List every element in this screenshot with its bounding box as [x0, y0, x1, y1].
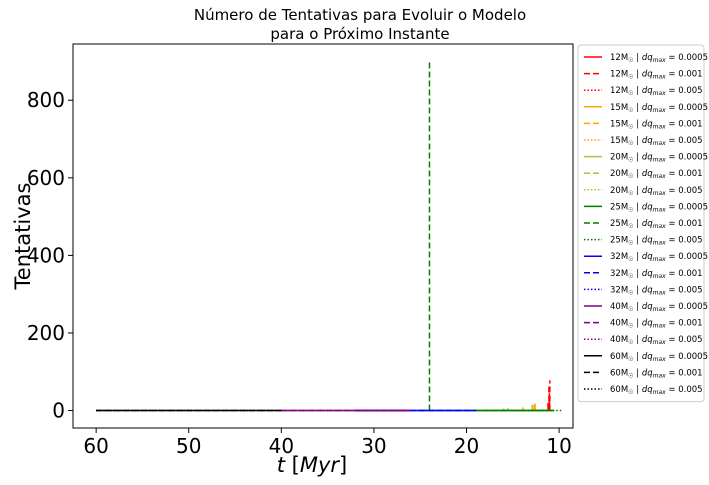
- x-tick-label: 30: [361, 434, 386, 458]
- legend-entry[interactable]: 12M☉ | dqmax = 0.005: [584, 86, 703, 97]
- legend-label: 32M☉ | dqmax = 0.001: [610, 269, 703, 280]
- legend-label: 12M☉ | dqmax = 0.001: [610, 70, 703, 81]
- plot-area: [96, 61, 562, 412]
- legend-label: 60M☉ | dqmax = 0.001: [610, 368, 703, 379]
- legend-label: 12M☉ | dqmax = 0.005: [610, 86, 703, 97]
- legend-entry[interactable]: 12M☉ | dqmax = 0.001: [584, 70, 703, 81]
- x-tick-label: 20: [454, 434, 479, 458]
- legend-label: 40M☉ | dqmax = 0.001: [610, 319, 703, 330]
- legend-entry[interactable]: 60M☉ | dqmax = 0.0005: [584, 352, 708, 363]
- x-tick-label: 60: [83, 434, 108, 458]
- legend-label: 15M☉ | dqmax = 0.001: [610, 119, 703, 130]
- legend-label: 40M☉ | dqmax = 0.0005: [610, 302, 708, 313]
- legend-label: 20M☉ | dqmax = 0.0005: [610, 153, 708, 164]
- legend-label: 15M☉ | dqmax = 0.005: [610, 136, 703, 147]
- legend-label: 32M☉ | dqmax = 0.0005: [610, 252, 708, 263]
- legend-entry[interactable]: 15M☉ | dqmax = 0.005: [584, 136, 703, 147]
- axes-frame: [72, 43, 574, 429]
- legend-entry[interactable]: 20M☉ | dqmax = 0.0005: [584, 153, 708, 164]
- y-tick-label: 200: [27, 321, 65, 345]
- y-tick-label: 400: [27, 243, 65, 267]
- chart-title-line-1: Número de Tentativas para Evoluir o Mode…: [194, 6, 526, 24]
- axes: 60 50 40 30 20 10 0 200 400 600 800: [27, 43, 574, 458]
- y-tick-label: 0: [52, 399, 65, 423]
- legend-label: 25M☉ | dqmax = 0.0005: [610, 202, 708, 213]
- legend-entry[interactable]: 25M☉ | dqmax = 0.0005: [584, 202, 708, 213]
- y-axis-label: Tentativas: [11, 183, 35, 291]
- legend-label: 40M☉ | dqmax = 0.005: [610, 335, 703, 346]
- legend-label: 25M☉ | dqmax = 0.005: [610, 236, 703, 247]
- legend-entry[interactable]: 40M☉ | dqmax = 0.001: [584, 319, 703, 330]
- legend-entry[interactable]: 32M☉ | dqmax = 0.005: [584, 285, 703, 296]
- series-25-0.001: [420, 61, 554, 412]
- y-tick-label: 800: [27, 88, 65, 112]
- legend-entry[interactable]: 40M☉ | dqmax = 0.0005: [584, 302, 708, 313]
- legend[interactable]: 12M☉ | dqmax = 0.0005 12M☉ | dqmax = 0.00…: [577, 44, 708, 403]
- legend-label: 60M☉ | dqmax = 0.0005: [610, 352, 708, 363]
- legend-entry[interactable]: 32M☉ | dqmax = 0.0005: [584, 252, 708, 263]
- legend-entry[interactable]: 20M☉ | dqmax = 0.001: [584, 169, 703, 180]
- legend-label: 25M☉ | dqmax = 0.001: [610, 219, 703, 230]
- series-12-0.001: [539, 380, 551, 412]
- legend-entry[interactable]: 40M☉ | dqmax = 0.005: [584, 335, 703, 346]
- legend-frame: [577, 44, 705, 403]
- legend-entry[interactable]: 60M☉ | dqmax = 0.005: [584, 385, 703, 396]
- x-axis-label: t [Myr]: [277, 453, 348, 477]
- x-tick-label: 10: [546, 434, 571, 458]
- x-tick-label: 50: [176, 434, 201, 458]
- legend-entry[interactable]: 12M☉ | dqmax = 0.0005: [584, 53, 708, 64]
- legend-label: 12M☉ | dqmax = 0.0005: [610, 53, 708, 64]
- legend-label: 32M☉ | dqmax = 0.005: [610, 285, 703, 296]
- legend-entry[interactable]: 20M☉ | dqmax = 0.005: [584, 186, 703, 197]
- legend-entry[interactable]: 15M☉ | dqmax = 0.001: [584, 119, 703, 130]
- legend-label: 15M☉ | dqmax = 0.0005: [610, 103, 708, 114]
- y-tick-label: 600: [27, 166, 65, 190]
- chart-title-line-2: para o Próximo Instante: [270, 25, 449, 43]
- legend-entry[interactable]: 15M☉ | dqmax = 0.0005: [584, 103, 708, 114]
- x-tick-label: 40: [269, 434, 294, 458]
- legend-entry[interactable]: 25M☉ | dqmax = 0.005: [584, 236, 703, 247]
- legend-entry[interactable]: 25M☉ | dqmax = 0.001: [584, 219, 703, 230]
- legend-entry[interactable]: 60M☉ | dqmax = 0.001: [584, 368, 703, 379]
- legend-label: 20M☉ | dqmax = 0.001: [610, 169, 703, 180]
- legend-label: 20M☉ | dqmax = 0.005: [610, 186, 703, 197]
- legend-label: 60M☉ | dqmax = 0.005: [610, 385, 703, 396]
- legend-entry[interactable]: 32M☉ | dqmax = 0.001: [584, 269, 703, 280]
